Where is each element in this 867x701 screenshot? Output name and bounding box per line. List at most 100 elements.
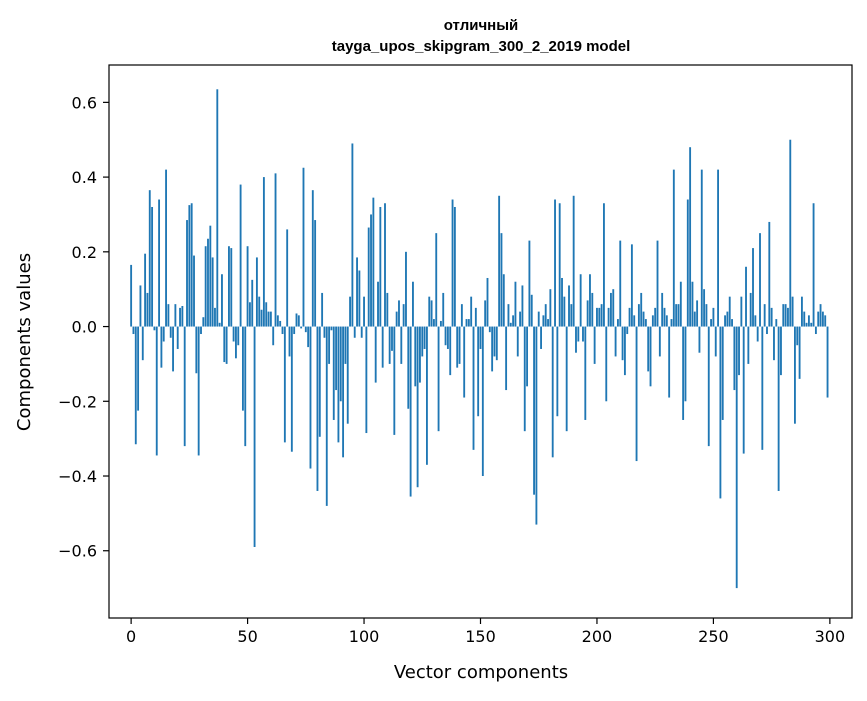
bar	[239, 184, 242, 327]
bar	[351, 143, 354, 327]
bar	[176, 326, 179, 349]
bar	[344, 326, 347, 364]
bar	[742, 326, 745, 454]
bar	[332, 326, 335, 420]
bar	[549, 289, 552, 327]
x-tick-label: 100	[349, 627, 380, 646]
bar	[577, 326, 580, 342]
bar	[321, 292, 324, 327]
bar	[512, 315, 515, 327]
bar	[400, 326, 403, 364]
bar	[731, 319, 733, 327]
bar	[179, 307, 181, 327]
bar	[663, 307, 666, 327]
bar	[502, 274, 505, 327]
bar	[626, 326, 629, 335]
bar	[712, 307, 715, 327]
bar	[384, 203, 386, 327]
bar	[335, 326, 338, 391]
bar	[188, 205, 191, 327]
bar	[661, 292, 664, 327]
bar	[679, 281, 682, 327]
bar	[172, 326, 174, 372]
bar	[610, 292, 612, 327]
bar	[561, 277, 563, 327]
bar	[148, 190, 151, 327]
bar	[195, 326, 198, 374]
bar	[407, 326, 410, 409]
bar	[803, 311, 806, 327]
bar	[658, 326, 661, 357]
bar	[533, 326, 535, 495]
bar	[290, 326, 293, 452]
bar	[759, 233, 761, 327]
bar	[773, 326, 775, 361]
bar	[570, 304, 573, 327]
bar	[467, 319, 470, 327]
bar	[442, 292, 445, 327]
bar	[582, 326, 584, 342]
bar	[465, 319, 468, 327]
bar	[209, 225, 212, 327]
bar	[437, 326, 440, 432]
bar	[572, 195, 575, 327]
bar	[470, 296, 473, 327]
bar	[768, 221, 771, 327]
bar	[235, 326, 237, 359]
bar	[379, 206, 382, 327]
bar	[230, 248, 233, 327]
bar	[435, 233, 438, 327]
bar	[724, 315, 726, 327]
bar	[700, 169, 703, 327]
bar	[360, 326, 363, 338]
bar	[463, 326, 466, 398]
y-tick-label: 0.6	[72, 93, 97, 112]
bar	[495, 326, 498, 361]
bar	[190, 203, 193, 327]
bar	[325, 326, 328, 506]
bar	[777, 326, 780, 491]
bar	[174, 304, 177, 327]
bar	[488, 326, 491, 333]
bar	[766, 326, 768, 335]
bar	[444, 326, 447, 346]
bar	[600, 304, 603, 327]
bar	[402, 304, 405, 327]
bar	[146, 292, 149, 327]
bar	[812, 203, 815, 327]
bar	[472, 326, 475, 450]
y-tick-label: −0.4	[58, 467, 97, 486]
chart-title-line-2: tayga_upos_skipgram_300_2_2019 model	[332, 38, 631, 55]
bar	[365, 326, 368, 434]
bar	[265, 302, 268, 327]
bar	[251, 279, 254, 327]
bar	[293, 326, 296, 335]
bar	[605, 326, 608, 402]
bar	[453, 206, 456, 327]
bar	[798, 326, 801, 379]
bar	[500, 233, 503, 327]
bar	[535, 326, 538, 525]
bar	[630, 244, 633, 327]
bar	[137, 326, 140, 411]
bar	[288, 326, 291, 357]
bar	[633, 315, 636, 327]
bar	[591, 292, 594, 327]
bar	[519, 311, 522, 327]
bar	[412, 281, 414, 327]
bar	[428, 296, 431, 327]
bar	[789, 139, 792, 327]
bar	[684, 326, 687, 402]
bar	[761, 326, 764, 450]
bar	[589, 274, 591, 327]
x-axis-ticks: 0 50 100 150 200 250 300	[126, 618, 845, 646]
bar	[167, 304, 170, 327]
bar	[516, 326, 519, 357]
bar	[647, 326, 650, 372]
bar	[419, 326, 421, 383]
bar	[337, 326, 340, 443]
bar	[358, 270, 361, 327]
bar	[349, 296, 351, 327]
bar	[507, 304, 510, 327]
